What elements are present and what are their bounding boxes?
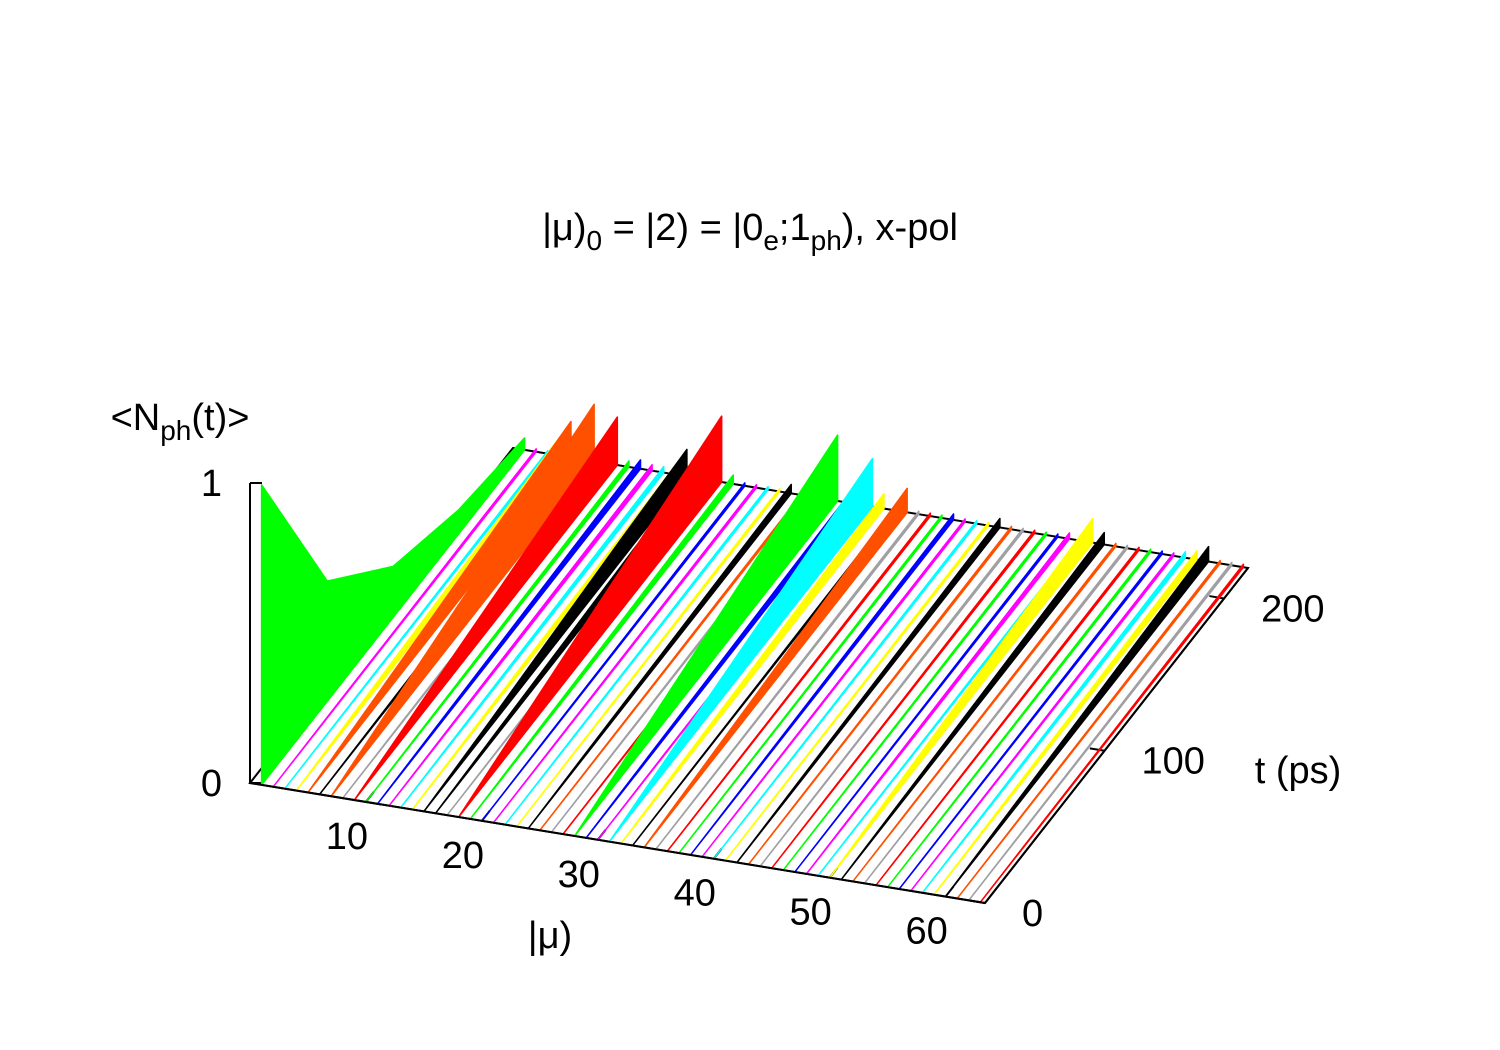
series-wall	[481, 482, 746, 822]
series-wall	[655, 510, 920, 850]
series-wall	[747, 525, 1013, 866]
series-wall	[782, 531, 1048, 871]
x-tick-label: 40	[674, 873, 716, 915]
x-axis-label: |μ)	[528, 915, 572, 957]
subscript: e	[763, 225, 779, 256]
y-tick	[1089, 747, 1105, 752]
series-wall	[794, 533, 1059, 873]
series-wall	[805, 532, 1071, 875]
series-wall	[724, 521, 990, 862]
series-wall	[910, 552, 1175, 892]
text-part: <N	[111, 397, 161, 439]
series-wall	[376, 459, 642, 805]
z-tick-label: 1	[201, 463, 222, 505]
series-wall	[365, 460, 630, 803]
y-axis-label: t (ps)	[1255, 750, 1342, 792]
series-wall	[898, 550, 1163, 890]
z-axis-label: <Nph(t)>	[111, 397, 250, 446]
series-wall	[573, 434, 839, 837]
series-wall	[736, 517, 1001, 864]
series-wall	[689, 513, 955, 856]
text-part: |μ)	[542, 207, 586, 249]
front-edge	[249, 567, 1249, 905]
series-wall	[492, 483, 758, 824]
series-wall	[399, 465, 665, 809]
series-wall	[863, 544, 1129, 885]
series-wall	[828, 517, 1094, 879]
series-wall	[353, 416, 619, 801]
chart-title: |μ)0 = |2) = |0e;1ph), x-pol	[542, 207, 958, 256]
y-tick-label: 200	[1261, 588, 1324, 630]
series-wall	[852, 542, 1117, 883]
series-wall	[701, 518, 966, 858]
x-tick-label: 50	[790, 892, 832, 934]
series-wall	[875, 546, 1140, 886]
series-wall	[921, 551, 1187, 894]
text-part: (t)>	[191, 397, 249, 439]
series-wall	[515, 487, 781, 828]
series-wall	[666, 512, 932, 852]
series-wall	[260, 437, 526, 786]
series-wall	[388, 463, 653, 807]
series-wall	[330, 403, 595, 797]
series-wall	[759, 527, 1024, 868]
subscript: 0	[586, 225, 602, 256]
text-part: ;1	[779, 207, 811, 249]
subscript: ph	[811, 225, 842, 256]
text-part: = |2) = |0	[602, 207, 763, 249]
series-wall	[956, 559, 1221, 900]
series-wall	[527, 483, 792, 830]
series-wall	[886, 548, 1152, 888]
text-part: ), x-pol	[842, 207, 958, 249]
series-wall	[770, 529, 1036, 869]
series-wall	[678, 514, 943, 854]
x-tick-label: 20	[442, 835, 484, 877]
y-tick-label: 100	[1142, 741, 1205, 783]
series-wall	[272, 448, 537, 788]
x-tick-label: 30	[558, 854, 600, 896]
series-wall	[457, 415, 723, 818]
subscript: ph	[160, 415, 191, 446]
series-wall	[423, 448, 688, 813]
z-tick-label: 0	[201, 763, 222, 805]
series-wall	[944, 545, 1210, 898]
series-wall	[933, 549, 1198, 896]
y-tick-label: 0	[1022, 893, 1043, 935]
series-wall	[643, 487, 908, 849]
series-wall	[968, 561, 1233, 902]
series-wall	[712, 519, 978, 860]
x-tick-label: 10	[326, 816, 368, 858]
series-wall	[504, 485, 769, 826]
x-tick-label: 60	[905, 911, 947, 953]
series-wall	[608, 457, 874, 843]
series-wall	[469, 474, 735, 820]
series-wall	[620, 492, 885, 845]
series-wall	[840, 531, 1105, 881]
series-wall	[979, 563, 1245, 903]
